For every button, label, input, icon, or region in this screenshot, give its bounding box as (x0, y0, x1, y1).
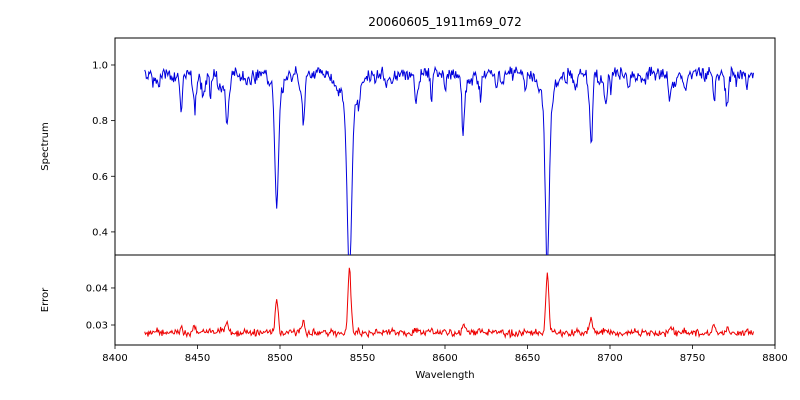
y-tick-label: 1.0 (92, 60, 108, 71)
x-tick-label: 8700 (597, 353, 622, 364)
spectrum-series-line (144, 65, 754, 255)
x-tick-label: 8500 (267, 353, 292, 364)
y-tick-label: 0.4 (92, 227, 108, 238)
y-tick-label: 0.6 (92, 172, 108, 183)
x-tick-label: 8400 (102, 353, 127, 364)
y-tick-label: 0.8 (92, 116, 108, 127)
x-axis-ticks: 8400 8450 8500 8550 8600 8650 8700 8750 8800 (102, 345, 788, 364)
x-tick-label: 8550 (350, 353, 375, 364)
x-tick-label: 8600 (432, 353, 457, 364)
spectrum-y-axis-ticks: 0.4 0.6 0.8 1.0 (92, 60, 115, 238)
y-tick-label: 0.04 (86, 283, 108, 294)
x-tick-label: 8650 (515, 353, 540, 364)
x-tick-label: 8750 (680, 353, 705, 364)
chart-title: 20060605_1911m69_072 (368, 15, 521, 29)
x-axis-label: Wavelength (415, 370, 474, 381)
x-tick-label: 8800 (762, 353, 787, 364)
y-tick-label: 0.03 (86, 321, 108, 332)
error-series-line (144, 267, 754, 339)
error-y-axis-label: Error (40, 287, 51, 312)
error-y-axis-ticks: 0.03 0.04 (86, 283, 115, 332)
spectrum-y-axis-label: Spectrum (40, 122, 51, 170)
x-tick-label: 8450 (185, 353, 210, 364)
